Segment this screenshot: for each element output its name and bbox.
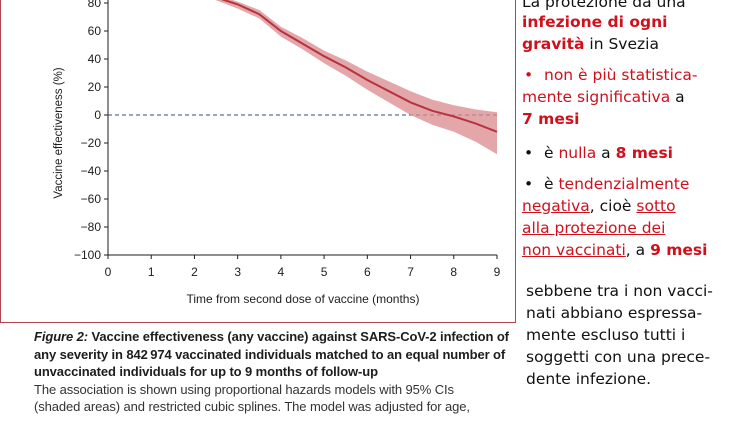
commentary-column: La protezione da una infezione di ogni g… bbox=[520, 0, 748, 430]
closing-paragraph: sebbene tra i non vacci- nati abbiano es… bbox=[526, 280, 748, 390]
effectiveness-line bbox=[220, 0, 498, 133]
x-tick-label: 5 bbox=[321, 265, 328, 279]
closing-line-5: dente infezione. bbox=[526, 370, 652, 388]
bullet-3-line-3: alla protezione dei bbox=[522, 219, 666, 237]
y-tick-label: −40 bbox=[81, 164, 102, 178]
x-axis-label: Time from second dose of vaccine (months… bbox=[187, 292, 420, 306]
figure-caption: Figure 2: Vaccine effectiveness (any vac… bbox=[34, 328, 518, 416]
figure-panel: 80 60 40 20 0 −20 −40 −60 −80 −100 0 1 2 3 4 5 6 7 8 9 Vac… bbox=[0, 0, 518, 416]
figure-label: Figure 2: bbox=[34, 329, 88, 344]
effectiveness-chart: 80 60 40 20 0 −20 −40 −60 −80 −100 0 1 2 3 4 5 6 7 8 9 Vac… bbox=[53, 0, 501, 306]
y-tick-label: −60 bbox=[81, 192, 102, 206]
bullet-dot-icon: • bbox=[524, 66, 534, 84]
y-tick-label: 0 bbox=[94, 108, 101, 122]
bullet-3-line-4: non vaccinati, a 9 mesi bbox=[522, 241, 708, 259]
y-tick-label: −100 bbox=[74, 248, 101, 262]
bullet-1-line-3: 7 mesi bbox=[522, 110, 580, 128]
y-tick-label: −80 bbox=[81, 220, 102, 234]
y-tick-label: −20 bbox=[81, 136, 102, 150]
figure-title: Vaccine effectiveness (any vaccine) agai… bbox=[34, 329, 509, 379]
x-tick-label: 0 bbox=[105, 265, 112, 279]
y-axis-label: Vaccine effectiveness (%) bbox=[53, 67, 65, 198]
x-tick-label: 9 bbox=[494, 265, 501, 279]
caption-body-line-2: (shaded areas) and restricted cubic spli… bbox=[34, 399, 470, 414]
bullet-3-line-1: è tendenzialmente bbox=[544, 175, 690, 193]
bullet-2-line-1: è nulla a 8 mesi bbox=[544, 144, 673, 162]
bullet-dot-icon: • bbox=[524, 144, 534, 162]
y-tick-label: 80 bbox=[88, 0, 102, 10]
closing-line-2: nati abbiano espressa- bbox=[526, 304, 703, 322]
bullet-1-line-2: mente significativa a bbox=[522, 88, 685, 106]
chart-frame bbox=[0, 0, 516, 323]
x-tick-label: 4 bbox=[278, 265, 285, 279]
closing-line-1: sebbene tra i non vacci- bbox=[526, 282, 713, 300]
intro-line-1: La protezione da una bbox=[522, 0, 686, 11]
x-tick-label: 6 bbox=[364, 265, 371, 279]
y-tick-label: 20 bbox=[88, 80, 102, 94]
intro-line-3: gravità in Svezia bbox=[522, 35, 659, 53]
x-tick-label: 3 bbox=[234, 265, 241, 279]
x-tick-label: 2 bbox=[191, 265, 198, 279]
confidence-band bbox=[215, 0, 497, 155]
x-tick-label: 7 bbox=[407, 265, 414, 279]
intro-line-2: infezione di ogni bbox=[522, 13, 668, 31]
y-tick-label: 40 bbox=[88, 52, 102, 66]
x-tick-label: 8 bbox=[450, 265, 457, 279]
closing-line-4: soggetti con una prece- bbox=[526, 348, 711, 366]
bullet-3-line-2: negativa, cioè sotto bbox=[522, 197, 676, 215]
caption-body-line-1: The association is shown using proportio… bbox=[34, 381, 454, 397]
closing-line-3: mente escluso tutti i bbox=[526, 326, 686, 344]
y-tick-label: 60 bbox=[88, 24, 102, 38]
x-tick-label: 1 bbox=[148, 265, 155, 279]
bullet-dot-icon: • bbox=[524, 175, 534, 193]
bullet-1-line-1: non è più statistica- bbox=[544, 66, 698, 84]
